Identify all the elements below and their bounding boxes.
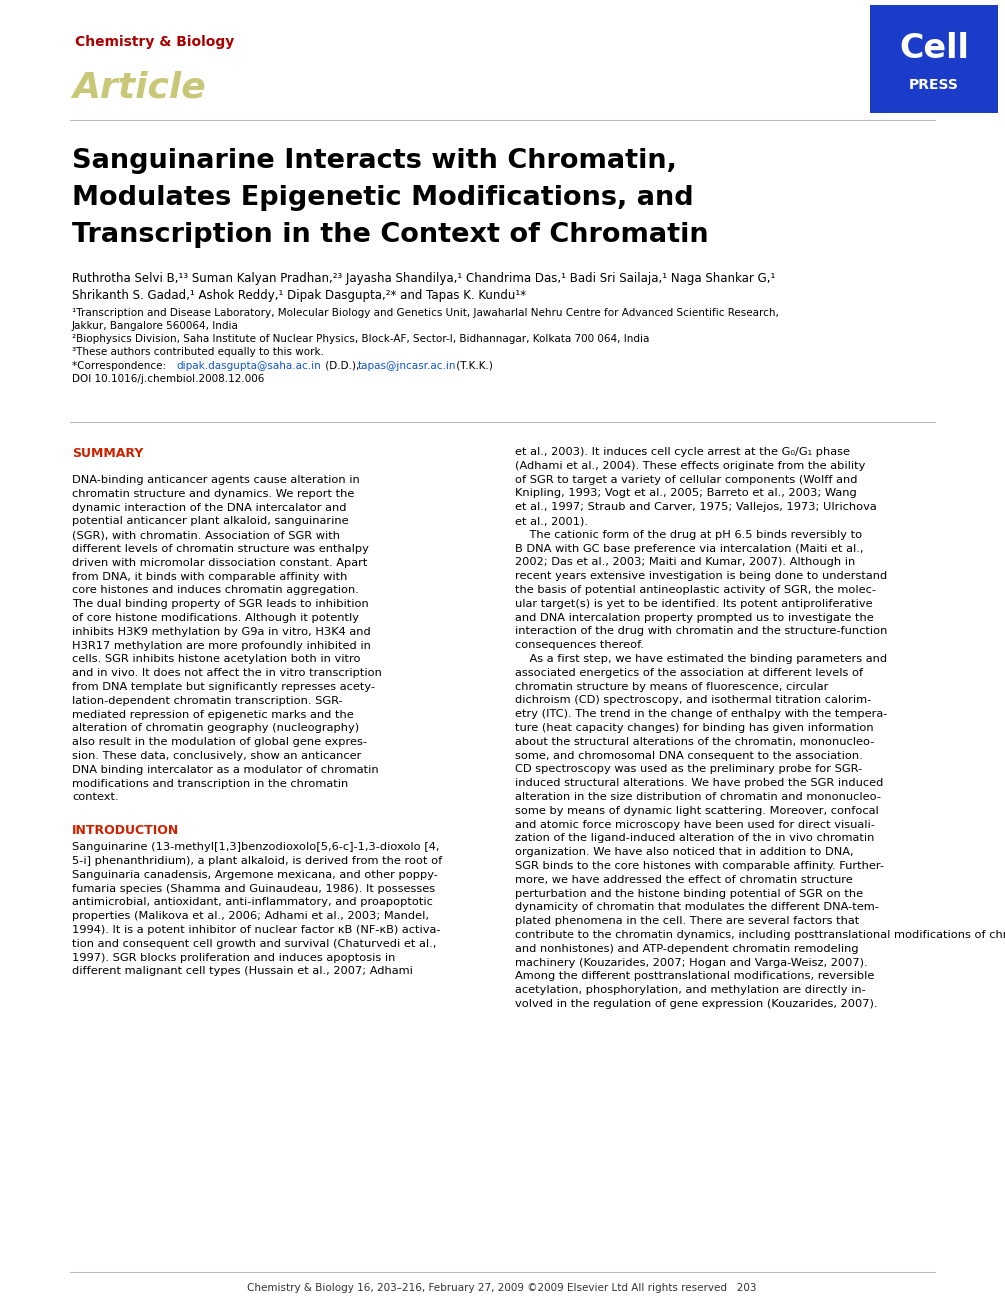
Text: tapas@jncasr.ac.in: tapas@jncasr.ac.in [358,361,456,371]
Text: lation-dependent chromatin transcription. SGR-: lation-dependent chromatin transcription… [72,696,343,706]
Text: sion. These data, conclusively, show an anticancer: sion. These data, conclusively, show an … [72,750,362,761]
Text: organization. We have also noticed that in addition to DNA,: organization. We have also noticed that … [515,847,853,857]
Text: B DNA with GC base preference via intercalation (Maiti et al.,: B DNA with GC base preference via interc… [515,544,863,553]
Text: 1997). SGR blocks proliferation and induces apoptosis in: 1997). SGR blocks proliferation and indu… [72,953,395,963]
Text: DNA-binding anticancer agents cause alteration in: DNA-binding anticancer agents cause alte… [72,475,360,485]
Text: The dual binding property of SGR leads to inhibition: The dual binding property of SGR leads t… [72,599,369,609]
Text: H3R17 methylation are more profoundly inhibited in: H3R17 methylation are more profoundly in… [72,641,371,651]
Text: ³These authors contributed equally to this work.: ³These authors contributed equally to th… [72,347,324,358]
Text: Shrikanth S. Gadad,¹ Ashok Reddy,¹ Dipak Dasgupta,²* and Tapas K. Kundu¹*: Shrikanth S. Gadad,¹ Ashok Reddy,¹ Dipak… [72,288,527,301]
Text: DOI 10.1016/j.chembiol.2008.12.006: DOI 10.1016/j.chembiol.2008.12.006 [72,375,264,384]
Text: core histones and induces chromatin aggregation.: core histones and induces chromatin aggr… [72,586,359,595]
Text: plated phenomena in the cell. There are several factors that: plated phenomena in the cell. There are … [515,916,859,927]
Text: some by means of dynamic light scattering. Moreover, confocal: some by means of dynamic light scatterin… [515,805,878,816]
Text: 2002; Das et al., 2003; Maiti and Kumar, 2007). Although in: 2002; Das et al., 2003; Maiti and Kumar,… [515,557,855,568]
Text: Transcription in the Context of Chromatin: Transcription in the Context of Chromati… [72,222,709,248]
Text: Article: Article [72,70,206,104]
Text: fumaria species (Shamma and Guinaudeau, 1986). It possesses: fumaria species (Shamma and Guinaudeau, … [72,883,435,894]
Text: the basis of potential antineoplastic activity of SGR, the molec-: the basis of potential antineoplastic ac… [515,585,876,595]
Text: ular target(s) is yet to be identified. Its potent antiproliferative: ular target(s) is yet to be identified. … [515,599,872,609]
Text: about the structural alterations of the chromatin, mononucleo-: about the structural alterations of the … [515,737,874,746]
Text: et al., 1997; Straub and Carver, 1975; Vallejos, 1973; Ulrichova: et al., 1997; Straub and Carver, 1975; V… [515,502,876,512]
Text: different malignant cell types (Hussain et al., 2007; Adhami: different malignant cell types (Hussain … [72,967,413,976]
FancyBboxPatch shape [870,5,998,114]
Text: CD spectroscopy was used as the preliminary probe for SGR-: CD spectroscopy was used as the prelimin… [515,765,862,774]
Text: INTRODUCTION: INTRODUCTION [72,825,179,838]
Text: perturbation and the histone binding potential of SGR on the: perturbation and the histone binding pot… [515,889,863,899]
Text: mediated repression of epigenetic marks and the: mediated repression of epigenetic marks … [72,710,354,719]
Text: Cell: Cell [899,31,969,64]
Text: (D.D.),: (D.D.), [322,361,363,371]
Text: *Correspondence:: *Correspondence: [72,361,170,371]
Text: chromatin structure and dynamics. We report the: chromatin structure and dynamics. We rep… [72,489,355,499]
Text: (SGR), with chromatin. Association of SGR with: (SGR), with chromatin. Association of SG… [72,530,340,540]
Text: et al., 2001).: et al., 2001). [515,515,588,526]
Text: dynamic interaction of the DNA intercalator and: dynamic interaction of the DNA intercala… [72,502,347,513]
Text: Jakkur, Bangalore 560064, India: Jakkur, Bangalore 560064, India [72,321,239,331]
Text: Ruthrotha Selvi B,¹³ Suman Kalyan Pradhan,²³ Jayasha Shandilya,¹ Chandrima Das,¹: Ruthrotha Selvi B,¹³ Suman Kalyan Pradha… [72,271,776,284]
Text: from DNA, it binds with comparable affinity with: from DNA, it binds with comparable affin… [72,572,348,582]
Text: ture (heat capacity changes) for binding has given information: ture (heat capacity changes) for binding… [515,723,873,733]
Text: interaction of the drug with chromatin and the structure-function: interaction of the drug with chromatin a… [515,626,887,637]
Text: of SGR to target a variety of cellular components (Wolff and: of SGR to target a variety of cellular c… [515,475,857,484]
Text: some, and chromosomal DNA consequent to the association.: some, and chromosomal DNA consequent to … [515,750,862,761]
Text: tion and consequent cell growth and survival (Chaturvedi et al.,: tion and consequent cell growth and surv… [72,938,436,949]
Text: Sanguinaria canadensis, Argemone mexicana, and other poppy-: Sanguinaria canadensis, Argemone mexican… [72,870,438,880]
Text: 5-i] phenanthridium), a plant alkaloid, is derived from the root of: 5-i] phenanthridium), a plant alkaloid, … [72,856,442,867]
Text: ¹Transcription and Disease Laboratory, Molecular Biology and Genetics Unit, Jawa: ¹Transcription and Disease Laboratory, M… [72,308,779,318]
Text: recent years extensive investigation is being done to understand: recent years extensive investigation is … [515,572,887,581]
Text: (Adhami et al., 2004). These effects originate from the ability: (Adhami et al., 2004). These effects ori… [515,461,865,471]
Text: volved in the regulation of gene expression (Kouzarides, 2007).: volved in the regulation of gene express… [515,1000,877,1009]
Text: modifications and transcription in the chromatin: modifications and transcription in the c… [72,779,349,788]
Text: 1994). It is a potent inhibitor of nuclear factor κB (NF-κB) activa-: 1994). It is a potent inhibitor of nucle… [72,925,440,934]
Text: alteration in the size distribution of chromatin and mononucleo-: alteration in the size distribution of c… [515,792,881,803]
Text: antimicrobial, antioxidant, anti-inflammatory, and proapoptotic: antimicrobial, antioxidant, anti-inflamm… [72,898,433,907]
Text: machinery (Kouzarides, 2007; Hogan and Varga-Weisz, 2007).: machinery (Kouzarides, 2007; Hogan and V… [515,958,867,967]
Text: Modulates Epigenetic Modifications, and: Modulates Epigenetic Modifications, and [72,185,693,211]
Text: inhibits H3K9 methylation by G9a in vitro, H3K4 and: inhibits H3K9 methylation by G9a in vitr… [72,626,371,637]
Text: PRESS: PRESS [910,78,959,91]
Text: properties (Malikova et al., 2006; Adhami et al., 2003; Mandel,: properties (Malikova et al., 2006; Adham… [72,911,429,921]
Text: of core histone modifications. Although it potently: of core histone modifications. Although … [72,613,359,622]
Text: DNA binding intercalator as a modulator of chromatin: DNA binding intercalator as a modulator … [72,765,379,775]
Text: Sanguinarine Interacts with Chromatin,: Sanguinarine Interacts with Chromatin, [72,147,677,174]
Text: and nonhistones) and ATP-dependent chromatin remodeling: and nonhistones) and ATP-dependent chrom… [515,944,858,954]
Text: context.: context. [72,792,119,803]
Text: (T.K.K.): (T.K.K.) [453,361,492,371]
Text: Chemistry & Biology: Chemistry & Biology [75,35,234,50]
Text: ²Biophysics Division, Saha Institute of Nuclear Physics, Block-AF, Sector-I, Bid: ²Biophysics Division, Saha Institute of … [72,334,649,345]
Text: dynamicity of chromatin that modulates the different DNA-tem-: dynamicity of chromatin that modulates t… [515,902,879,912]
Text: Among the different posttranslational modifications, reversible: Among the different posttranslational mo… [515,971,874,981]
Text: more, we have addressed the effect of chromatin structure: more, we have addressed the effect of ch… [515,874,853,885]
Text: The cationic form of the drug at pH 6.5 binds reversibly to: The cationic form of the drug at pH 6.5 … [515,530,862,540]
Text: contribute to the chromatin dynamics, including posttranslational modifications : contribute to the chromatin dynamics, in… [515,930,1005,940]
Text: SGR binds to the core histones with comparable affinity. Further-: SGR binds to the core histones with comp… [515,861,884,870]
Text: Sanguinarine (13-methyl[1,3]benzodioxolo[5,6-c]-1,3-dioxolo [4,: Sanguinarine (13-methyl[1,3]benzodioxolo… [72,842,439,852]
Text: Knipling, 1993; Vogt et al., 2005; Barreto et al., 2003; Wang: Knipling, 1993; Vogt et al., 2005; Barre… [515,488,856,499]
Text: and atomic force microscopy have been used for direct visuali-: and atomic force microscopy have been us… [515,820,875,830]
Text: chromatin structure by means of fluorescence, circular: chromatin structure by means of fluoresc… [515,681,828,692]
Text: and in vivo. It does not affect the in vitro transcription: and in vivo. It does not affect the in v… [72,668,382,679]
Text: alteration of chromatin geography (nucleography): alteration of chromatin geography (nucle… [72,723,359,733]
Text: associated energetics of the association at different levels of: associated energetics of the association… [515,668,863,677]
Text: dipak.dasgupta@saha.ac.in: dipak.dasgupta@saha.ac.in [176,361,321,371]
Text: and DNA intercalation property prompted us to investigate the: and DNA intercalation property prompted … [515,612,873,622]
Text: also result in the modulation of global gene expres-: also result in the modulation of global … [72,737,367,748]
Text: consequences thereof.: consequences thereof. [515,641,644,650]
Text: SUMMARY: SUMMARY [72,448,144,459]
Text: potential anticancer plant alkaloid, sanguinarine: potential anticancer plant alkaloid, san… [72,517,349,526]
Text: acetylation, phosphorylation, and methylation are directly in-: acetylation, phosphorylation, and methyl… [515,985,865,996]
Text: etry (ITC). The trend in the change of enthalpy with the tempera-: etry (ITC). The trend in the change of e… [515,709,887,719]
Text: As a first step, we have estimated the binding parameters and: As a first step, we have estimated the b… [515,654,887,664]
Text: cells. SGR inhibits histone acetylation both in vitro: cells. SGR inhibits histone acetylation … [72,654,361,664]
Text: et al., 2003). It induces cell cycle arrest at the G₀/G₁ phase: et al., 2003). It induces cell cycle arr… [515,448,850,457]
Text: induced structural alterations. We have probed the SGR induced: induced structural alterations. We have … [515,778,883,788]
Text: dichroism (CD) spectroscopy, and isothermal titration calorim-: dichroism (CD) spectroscopy, and isother… [515,696,871,706]
Text: driven with micromolar dissociation constant. Apart: driven with micromolar dissociation cons… [72,557,368,568]
Text: different levels of chromatin structure was enthalpy: different levels of chromatin structure … [72,544,369,555]
Text: from DNA template but significantly represses acety-: from DNA template but significantly repr… [72,683,375,692]
Text: Chemistry & Biology 16, 203–216, February 27, 2009 ©2009 Elsevier Ltd All rights: Chemistry & Biology 16, 203–216, Februar… [247,1283,757,1293]
Text: zation of the ligand-induced alteration of the in vivo chromatin: zation of the ligand-induced alteration … [515,834,874,843]
